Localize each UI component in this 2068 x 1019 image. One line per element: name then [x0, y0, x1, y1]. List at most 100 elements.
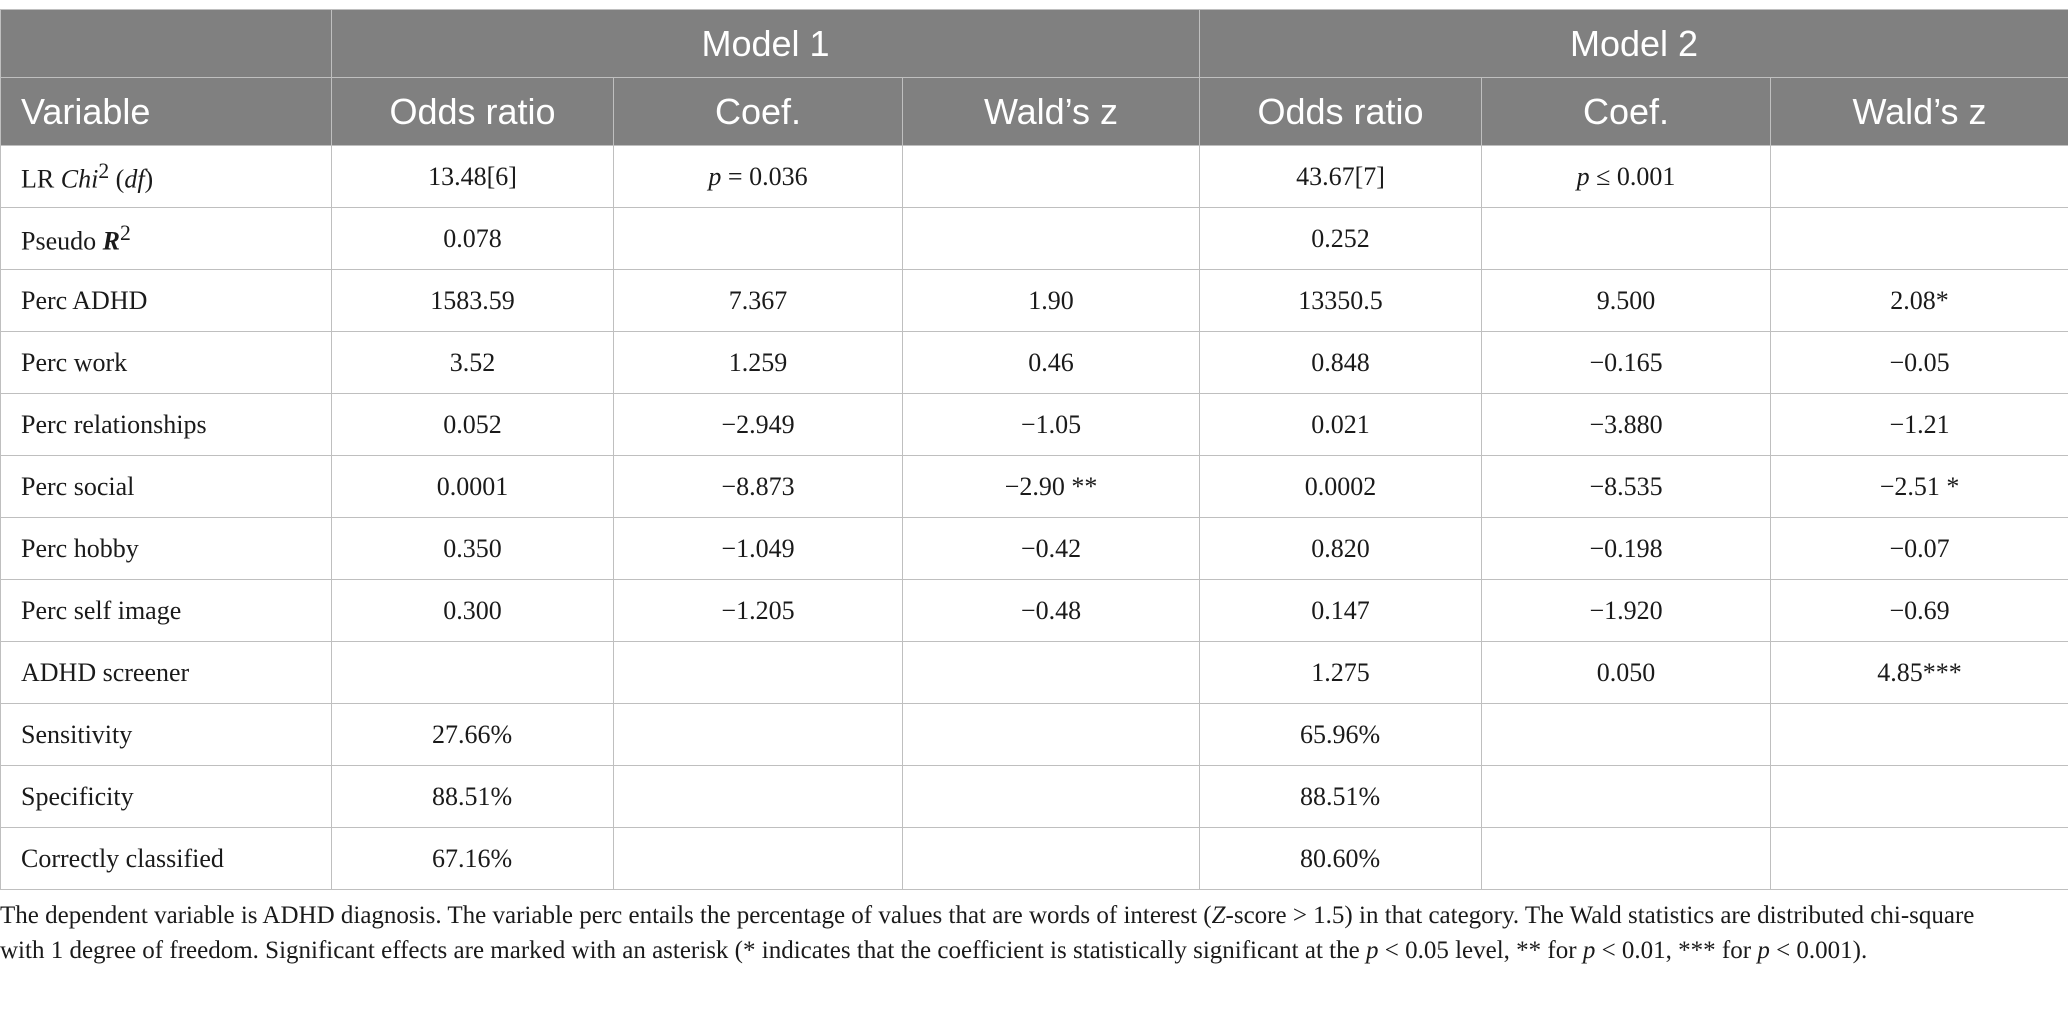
table-row: Perc relationships 0.052 −2.949 −1.05 0.021−… — [0, 393, 2068, 456]
table-cell: −1.205 — [613, 579, 903, 642]
table-cell: −0.07 — [1770, 517, 2068, 580]
table-cell: 13350.5 — [1199, 269, 1483, 332]
table-row: Perc work 3.52 1.259 0.46 0.848 −0.165 −0.05 — [0, 331, 2068, 394]
model-group-header-row: Model 1 Model 2 — [0, 9, 2068, 78]
table-cell: −0.42 — [901, 517, 1201, 580]
table-cell: 0.021 — [1199, 393, 1483, 456]
table-cell: −0.05 — [1770, 331, 2068, 394]
table-cell: −1.920 — [1481, 579, 1772, 642]
table-cell: −0.165 — [1481, 331, 1772, 394]
table-cell: −3.880 — [1481, 393, 1772, 456]
row-label: Perc self image — [0, 579, 332, 642]
table-footnote: The dependent variable is ADHD diagnosis… — [0, 902, 1975, 964]
table-cell: 0.820 — [1199, 517, 1483, 580]
table-cell — [1481, 765, 1772, 828]
group-header-model-1: Model 1 — [330, 9, 1201, 78]
table-cell: 88.51% — [331, 765, 614, 828]
row-label: ADHD screener — [0, 641, 332, 704]
table-cell: 65.96% — [1199, 703, 1483, 766]
table-cell: 0.46 — [901, 331, 1201, 394]
regression-results-table: Model 1 Model 2 Variable Odds ratio Coef… — [0, 9, 2068, 890]
column-header-walds-z-m2: Wald’s z — [1770, 77, 2068, 146]
table-cell: 0.848 — [1199, 331, 1483, 394]
row-label: Perc ADHD — [0, 269, 332, 332]
table-cell — [901, 641, 1201, 704]
row-label: Perc relationships — [0, 393, 332, 456]
table-cell: −0.48 — [901, 579, 1201, 642]
table-row: ADHD screener 1.275 0.050 4.85*** — [0, 641, 2068, 704]
table-cell: 0.0002 — [1199, 455, 1483, 518]
table-row: LR Chi2 (df) 13.48[6] p = 0.036 43.67[7] p ≤… — [0, 145, 2068, 208]
table-cell — [1481, 703, 1772, 766]
table-cell: 4.85*** — [1770, 641, 2068, 704]
column-header-odds-ratio-m1: Odds ratio — [331, 77, 614, 146]
row-label: Pseudo R2 — [0, 207, 332, 270]
table-cell — [901, 765, 1201, 828]
table-row: Specificity 88.51% 88.51% — [0, 765, 2068, 828]
table-cell: −2.949 — [613, 393, 903, 456]
table-row: Perc social 0.0001 −8.873 −2.90 ** 0.0002 −8.… — [0, 455, 2068, 518]
table-cell — [1770, 703, 2068, 766]
column-header-coef-m1: Coef. — [613, 77, 903, 146]
table-cell — [901, 827, 1201, 890]
table-cell — [1770, 827, 2068, 890]
table-cell — [613, 765, 903, 828]
row-label: Perc social — [0, 455, 332, 518]
column-header-odds-ratio-m2: Odds ratio — [1199, 77, 1483, 146]
table-cell — [901, 207, 1201, 270]
table-cell: 1.90 — [901, 269, 1201, 332]
table-cell — [331, 641, 614, 704]
table-cell — [901, 145, 1201, 208]
group-header-blank — [0, 9, 332, 78]
table-cell: 0.350 — [331, 517, 614, 580]
table-row: Perc hobby 0.350 −1.049 −0.42 0.820 −0.198 −0.… — [0, 517, 2068, 580]
table-body: LR Chi2 (df) 13.48[6] p = 0.036 43.67[7] p ≤… — [0, 145, 2068, 890]
table-cell: 0.050 — [1481, 641, 1772, 704]
table-cell: 0.252 — [1199, 207, 1483, 270]
table-cell: −1.05 — [901, 393, 1201, 456]
table-cell — [613, 827, 903, 890]
table-row: Perc ADHD 1583.59 7.367 1.90 13350.5 9.500 2.0… — [0, 269, 2068, 332]
table-cell: 0.300 — [331, 579, 614, 642]
table-cell: −2.51 * — [1770, 455, 2068, 518]
table-cell: 0.052 — [331, 393, 614, 456]
table-cell: 43.67[7] — [1199, 145, 1483, 208]
table-cell: 13.48[6] — [331, 145, 614, 208]
table-row: Pseudo R2 0.078 0.252 — [0, 207, 2068, 270]
column-header-row: Variable Odds ratio Coef. Wald’s z Odds … — [0, 77, 2068, 146]
table-cell: 1583.59 — [331, 269, 614, 332]
row-label: Sensitivity — [0, 703, 332, 766]
table-cell — [1770, 765, 2068, 828]
table-cell: 2.08* — [1770, 269, 2068, 332]
table-cell: 80.60% — [1199, 827, 1483, 890]
table-row: Sensitivity 27.66% 65.96% — [0, 703, 2068, 766]
column-header-variable: Variable — [0, 77, 332, 146]
table-cell — [1770, 207, 2068, 270]
column-header-coef-m2: Coef. — [1481, 77, 1772, 146]
row-label: Specificity — [0, 765, 332, 828]
table-cell — [613, 703, 903, 766]
table-cell: −8.535 — [1481, 455, 1772, 518]
table-row: Correctly classified 67.16% 80.60% — [0, 827, 2068, 890]
table-row: Perc self image 0.300 −1.205 −0.48 0.147 −1.9… — [0, 579, 2068, 642]
row-label: LR Chi2 (df) — [0, 145, 332, 208]
table-cell — [613, 207, 903, 270]
table-cell: p ≤ 0.001 — [1481, 145, 1772, 208]
table-cell: p = 0.036 — [613, 145, 903, 208]
row-label: Correctly classified — [0, 827, 332, 890]
table-cell: 0.147 — [1199, 579, 1483, 642]
table-cell: −8.873 — [613, 455, 903, 518]
table-cell: 27.66% — [331, 703, 614, 766]
table-cell — [1770, 145, 2068, 208]
table-cell: 1.259 — [613, 331, 903, 394]
table-cell: 1.275 — [1199, 641, 1483, 704]
row-label: Perc hobby — [0, 517, 332, 580]
table-cell — [901, 703, 1201, 766]
table-cell: 9.500 — [1481, 269, 1772, 332]
group-header-model-2: Model 2 — [1199, 9, 2068, 78]
table-cell: 7.367 — [613, 269, 903, 332]
table-cell: −0.198 — [1481, 517, 1772, 580]
table-cell — [613, 641, 903, 704]
column-header-walds-z-m1: Wald’s z — [901, 77, 1201, 146]
table-cell: −1.21 — [1770, 393, 2068, 456]
